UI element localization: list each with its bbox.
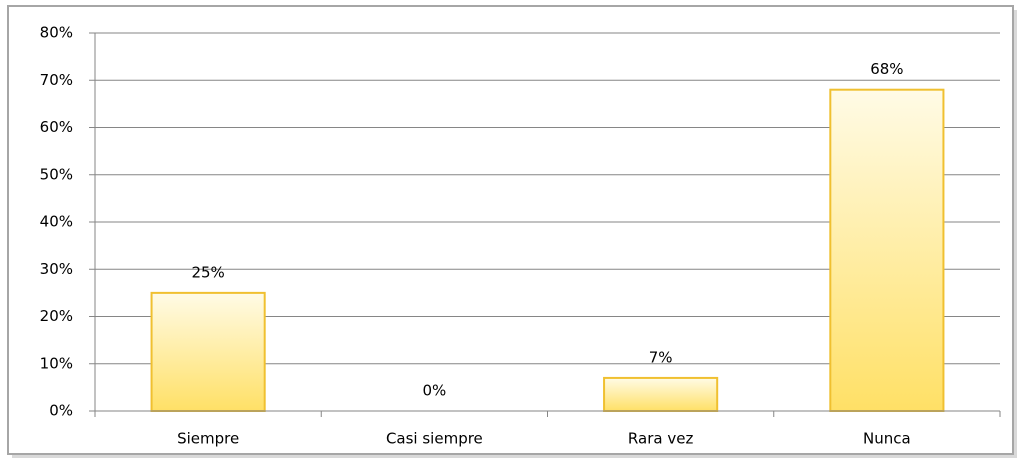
- bar: [829, 88, 945, 412]
- x-tick-label: Nunca: [863, 430, 911, 448]
- y-tick-label: 0%: [49, 402, 73, 420]
- data-label: 0%: [422, 382, 446, 400]
- data-label: 7%: [649, 348, 673, 366]
- x-tick-label: Siempre: [177, 430, 239, 448]
- x-tick-label: Rara vez: [628, 430, 694, 448]
- y-tick-label: 30%: [40, 260, 73, 278]
- y-tick-label: 80%: [40, 24, 73, 42]
- y-tick-label: 60%: [40, 118, 73, 136]
- y-tick-label: 40%: [40, 213, 73, 231]
- plot-area: 0% 10% 20% 30% 40% 50% 60% 70% 80% Siempre 25% Casi…: [40, 24, 1001, 448]
- y-tick-label: 10%: [40, 354, 73, 372]
- data-label: 68%: [870, 60, 903, 78]
- bar: [603, 376, 719, 412]
- data-label: 25%: [191, 263, 224, 281]
- x-tick-label: Casi siempre: [386, 430, 483, 448]
- y-tick-label: 20%: [40, 307, 73, 325]
- y-tick-label: 70%: [40, 71, 73, 89]
- bar: [150, 291, 266, 412]
- y-tick-label: 50%: [40, 165, 73, 183]
